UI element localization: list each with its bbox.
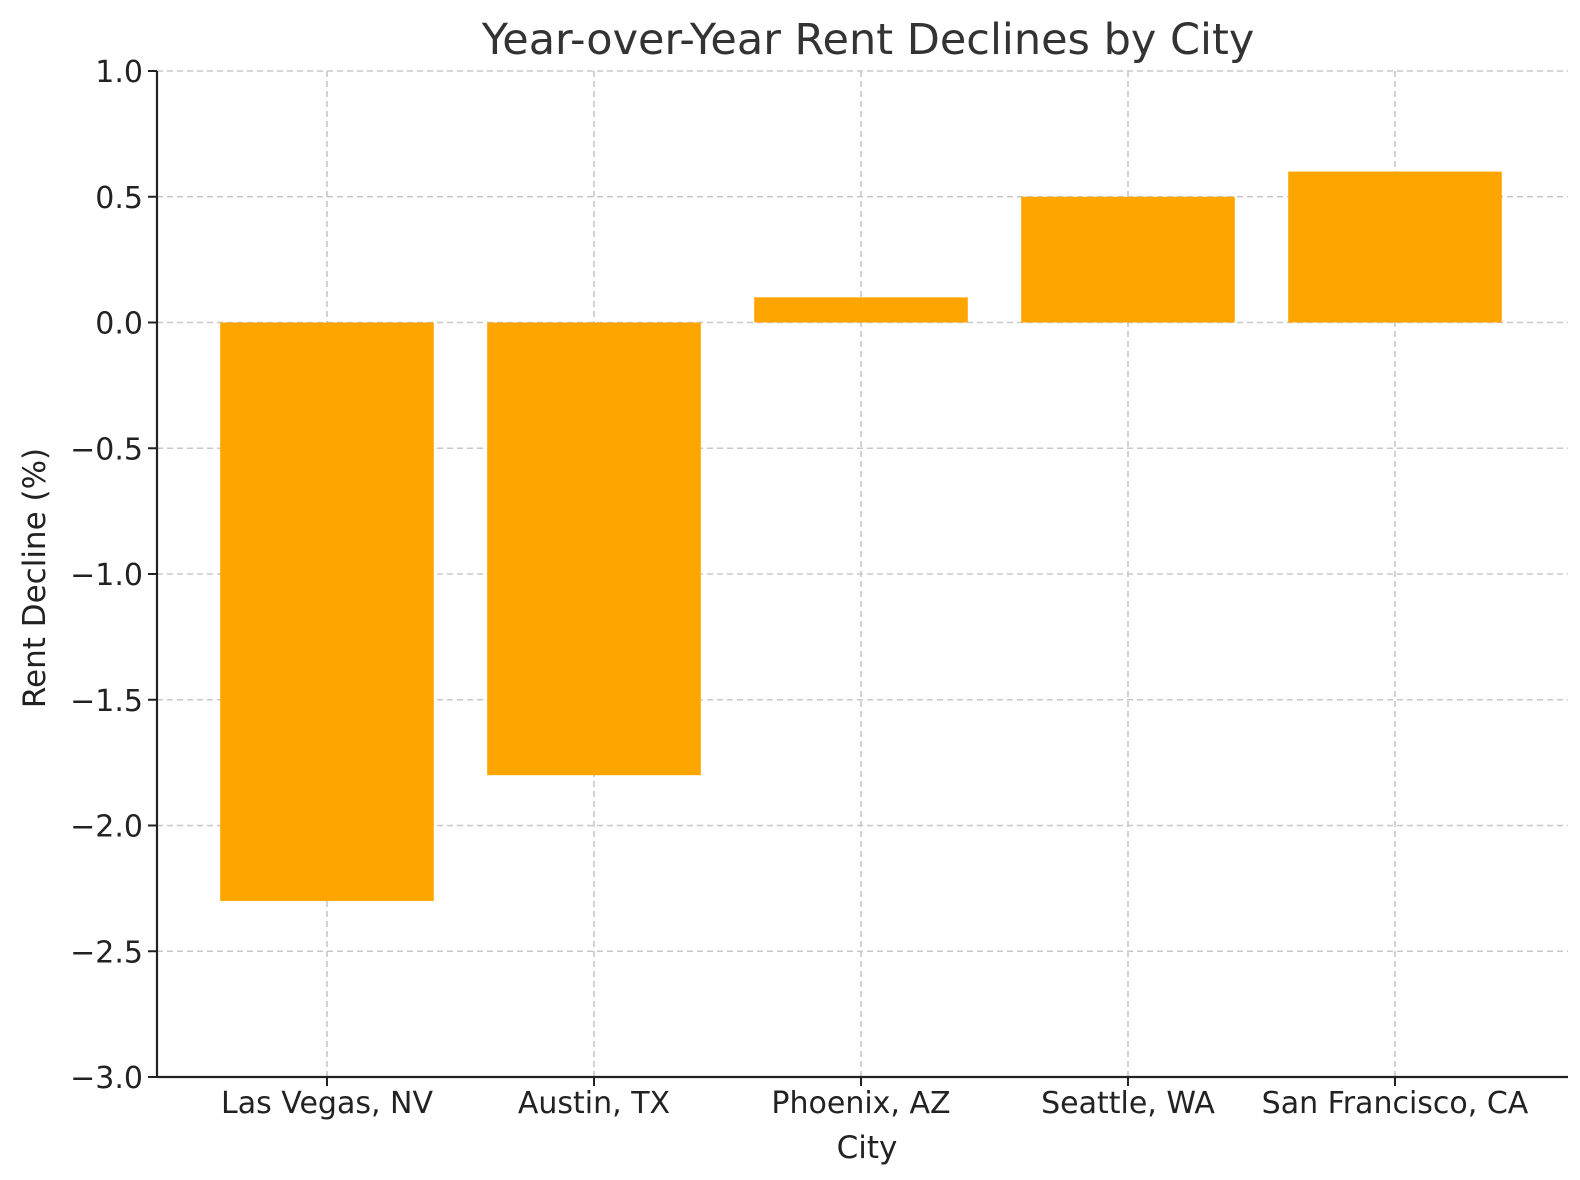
- x-axis-label: City: [837, 1130, 898, 1166]
- y-tick-label: −1.0: [70, 558, 143, 593]
- y-tick-label: −2.0: [70, 810, 143, 845]
- bars: [220, 171, 1502, 901]
- x-tick-label: San Francisco, CA: [1262, 1086, 1529, 1121]
- y-tick-label: −0.5: [70, 432, 143, 467]
- y-tick-label: 0.0: [95, 307, 143, 342]
- y-axis-label: Rent Decline (%): [17, 448, 53, 708]
- bar: [754, 297, 968, 323]
- x-tick-label: Austin, TX: [518, 1086, 670, 1121]
- bar: [487, 322, 701, 776]
- labels: Year-over-Year Rent Declines by City Cit…: [17, 15, 1254, 1166]
- y-tick-label: −3.0: [70, 1061, 143, 1096]
- y-tick-label: −1.5: [70, 684, 143, 719]
- chart-title: Year-over-Year Rent Declines by City: [481, 15, 1255, 65]
- x-tick-label: Las Vegas, NV: [221, 1086, 433, 1121]
- x-tick-label: Seattle, WA: [1041, 1086, 1215, 1121]
- bar: [1288, 171, 1502, 323]
- y-tick-label: 0.5: [95, 181, 143, 216]
- bar: [220, 322, 434, 901]
- bar: [1021, 196, 1235, 323]
- y-tick-label: 1.0: [95, 55, 143, 90]
- y-tick-label: −2.5: [70, 935, 143, 970]
- axes: 1.0 0.5 0.0 −0.5 −1.0 −1.5 −2.0 −2.5 −3.0 Las Veg…: [70, 55, 1568, 1121]
- x-tick-label: Phoenix, AZ: [771, 1086, 950, 1121]
